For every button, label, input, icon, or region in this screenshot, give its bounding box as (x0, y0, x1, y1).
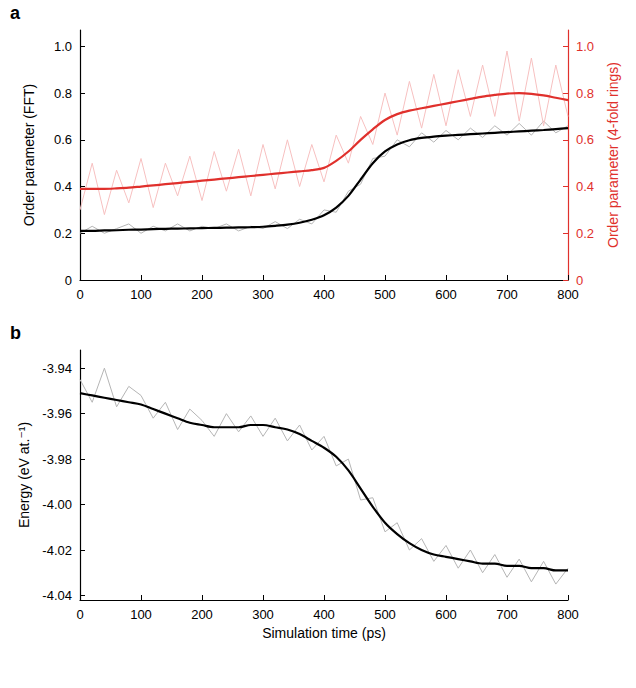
svg-text:400: 400 (313, 607, 335, 622)
svg-text:600: 600 (435, 287, 457, 302)
svg-text:Order parameter (FFT): Order parameter (FFT) (21, 84, 37, 226)
svg-text:-4.00: -4.00 (42, 497, 72, 512)
svg-text:200: 200 (191, 287, 213, 302)
svg-text:0: 0 (76, 287, 83, 302)
svg-text:100: 100 (130, 287, 152, 302)
svg-text:-4.02: -4.02 (42, 543, 72, 558)
svg-text:1.0: 1.0 (54, 39, 72, 54)
svg-text:500: 500 (374, 607, 396, 622)
svg-text:0.2: 0.2 (54, 226, 72, 241)
svg-text:-3.94: -3.94 (42, 361, 72, 376)
svg-text:1.0: 1.0 (576, 39, 594, 54)
svg-text:400: 400 (313, 287, 335, 302)
svg-text:300: 300 (252, 287, 274, 302)
svg-text:0: 0 (576, 273, 583, 288)
svg-text:0.6: 0.6 (54, 132, 72, 147)
svg-text:0: 0 (76, 607, 83, 622)
svg-text:0.8: 0.8 (576, 86, 594, 101)
svg-text:0.6: 0.6 (576, 132, 594, 147)
svg-text:0.4: 0.4 (54, 179, 72, 194)
svg-text:0: 0 (65, 273, 72, 288)
svg-text:b: b (10, 323, 21, 343)
svg-text:0.2: 0.2 (576, 226, 594, 241)
svg-text:a: a (10, 3, 21, 23)
svg-text:-3.98: -3.98 (42, 452, 72, 467)
svg-text:0.4: 0.4 (576, 179, 594, 194)
svg-text:700: 700 (496, 287, 518, 302)
svg-text:800: 800 (557, 607, 579, 622)
svg-text:700: 700 (496, 607, 518, 622)
svg-text:800: 800 (557, 287, 579, 302)
svg-text:300: 300 (252, 607, 274, 622)
svg-text:Energy (eV at.⁻¹): Energy (eV at.⁻¹) (16, 422, 32, 528)
svg-text:-3.96: -3.96 (42, 406, 72, 421)
svg-text:Simulation time (ps): Simulation time (ps) (262, 625, 386, 641)
svg-text:600: 600 (435, 607, 457, 622)
svg-text:0.8: 0.8 (54, 86, 72, 101)
svg-text:100: 100 (130, 607, 152, 622)
svg-text:200: 200 (191, 607, 213, 622)
svg-text:Order parameter (4-fold rings): Order parameter (4-fold rings) (605, 62, 621, 248)
svg-text:-4.04: -4.04 (42, 588, 72, 603)
svg-text:500: 500 (374, 287, 396, 302)
